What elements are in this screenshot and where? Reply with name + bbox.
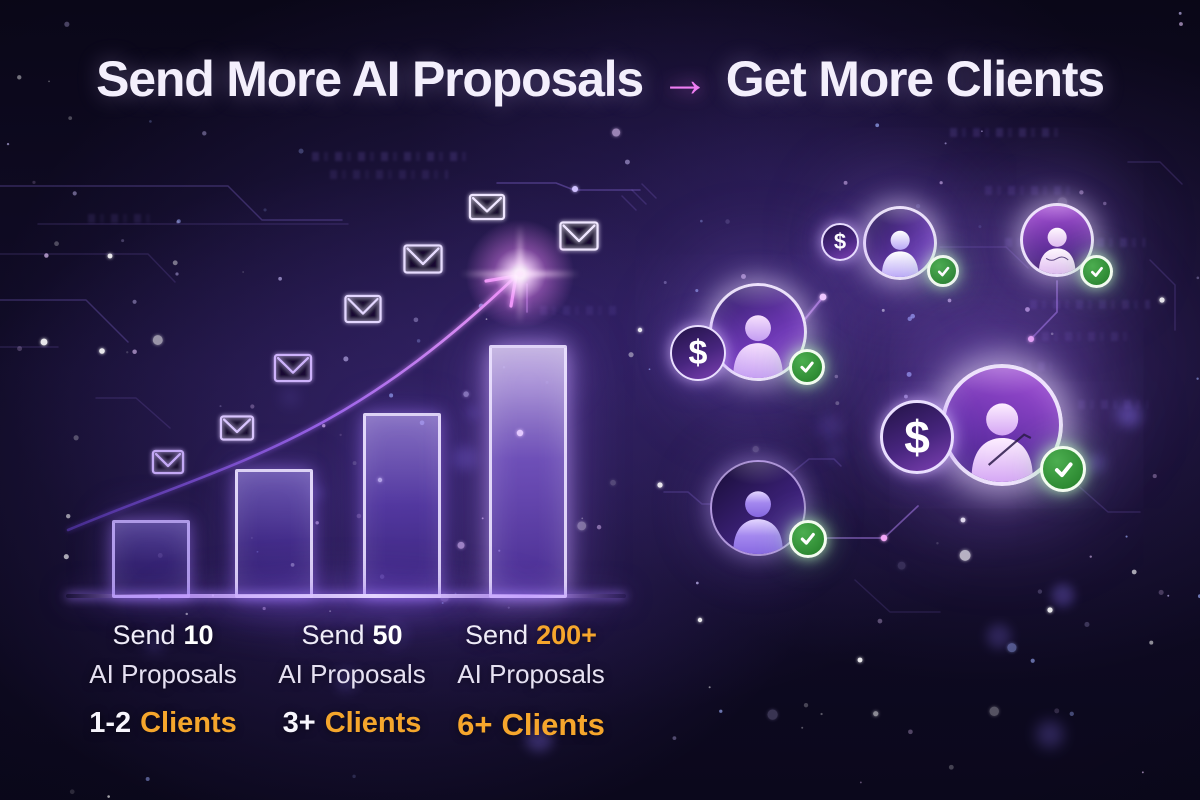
vignette-overlay bbox=[0, 0, 1200, 800]
infographic-canvas: $ $ bbox=[0, 0, 1200, 800]
